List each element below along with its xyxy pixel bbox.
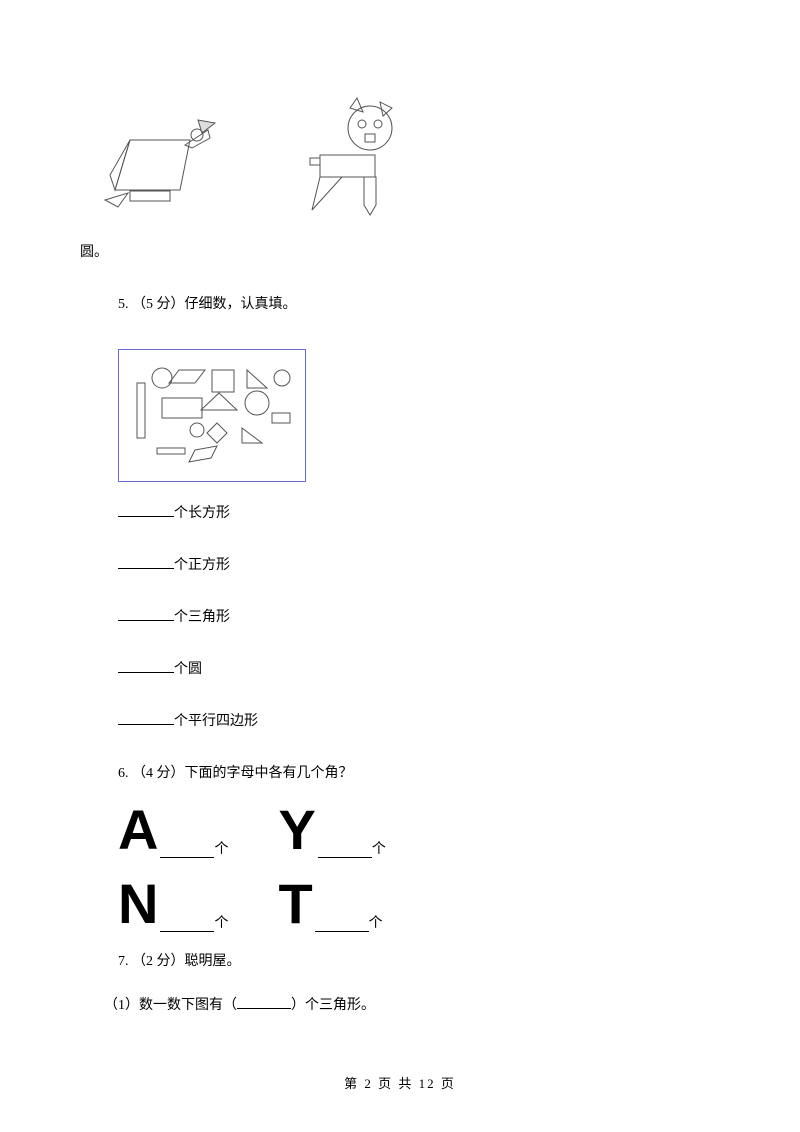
q7-prompt: 聪明屋。: [185, 954, 241, 969]
q5-blank-1-suffix: 个长方形: [174, 506, 230, 521]
letter-A-suffix: 个: [214, 838, 228, 858]
q5-blank-5-suffix: 个平行四边形: [174, 714, 258, 729]
letter-T-suffix: 个: [369, 912, 383, 932]
q6-points: （4 分）: [132, 766, 185, 781]
q5-blank-3: 个三角形: [80, 606, 720, 626]
letter-A: A: [118, 802, 158, 858]
letter-N-suffix: 个: [214, 912, 228, 932]
letter-N: N: [118, 876, 158, 932]
blank-input[interactable]: [237, 995, 291, 1009]
q5-number: 5.: [118, 297, 129, 312]
top-images-row: [80, 90, 720, 230]
q6-letters-grid: A 个 Y 个 N 个 T 个: [80, 802, 720, 932]
q7-sub-1: （1）数一数下图有（ ）个三角形。: [80, 994, 720, 1014]
blank-input[interactable]: [118, 503, 174, 517]
q6-number: 6.: [118, 766, 129, 781]
q5-prompt: 仔细数，认真填。: [185, 297, 297, 312]
blank-input[interactable]: [160, 844, 214, 858]
letter-T: T: [278, 876, 312, 932]
letter-Y-suffix: 个: [372, 838, 386, 858]
animal-figure-2: [280, 90, 420, 230]
page-footer: 第 2 页 共 12 页: [0, 1073, 800, 1092]
q5-blank-4: 个圆: [80, 658, 720, 678]
q6-prompt: 下面的字母中各有几个角？: [185, 766, 353, 781]
letter-Y: Y: [278, 802, 315, 858]
q5-blank-4-suffix: 个圆: [174, 662, 202, 677]
q5-blank-1: 个长方形: [80, 502, 720, 522]
blank-input[interactable]: [118, 555, 174, 569]
orphan-line: 圆。: [80, 240, 720, 265]
q5-points: （5 分）: [132, 297, 185, 312]
question-7: 7. （2 分）聪明屋。: [80, 950, 720, 970]
blank-input[interactable]: [315, 918, 369, 932]
letter-row-2: N 个 T 个: [118, 876, 720, 932]
blank-input[interactable]: [118, 711, 174, 725]
letter-row-1: A 个 Y 个: [118, 802, 720, 858]
q7-points: （2 分）: [132, 954, 185, 969]
q7-number: 7.: [118, 954, 129, 969]
q5-blank-2-suffix: 个正方形: [174, 558, 230, 573]
blank-input[interactable]: [118, 607, 174, 621]
blank-input[interactable]: [160, 918, 214, 932]
letter-N-pair: N 个: [118, 876, 228, 932]
letter-Y-pair: Y 个: [278, 802, 385, 858]
question-5: 5. （5 分）仔细数，认真填。: [80, 293, 720, 313]
q7-sub1-prefix: （1）数一数下图有（: [104, 998, 237, 1013]
letter-T-pair: T 个: [278, 876, 382, 932]
q7-sub1-suffix: ）个三角形。: [291, 998, 375, 1013]
q5-blank-3-suffix: 个三角形: [174, 610, 230, 625]
animal-figure-1: [80, 105, 240, 230]
q5-shapes-box: [118, 349, 306, 482]
blank-input[interactable]: [118, 659, 174, 673]
question-6: 6. （4 分）下面的字母中各有几个角？: [80, 762, 720, 782]
q5-blank-2: 个正方形: [80, 554, 720, 574]
blank-input[interactable]: [318, 844, 372, 858]
q5-blank-5: 个平行四边形: [80, 710, 720, 730]
letter-A-pair: A 个: [118, 802, 228, 858]
